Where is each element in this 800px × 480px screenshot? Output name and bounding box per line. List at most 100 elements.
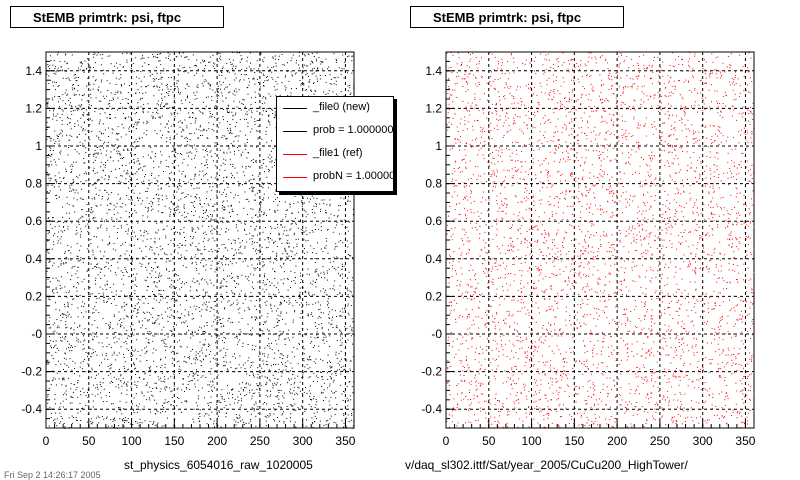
scatter-point bbox=[113, 418, 115, 420]
scatter-point bbox=[58, 378, 60, 380]
scatter-point bbox=[235, 286, 236, 288]
scatter-point bbox=[134, 293, 136, 295]
scatter-point bbox=[139, 99, 141, 101]
scatter-point bbox=[113, 243, 115, 244]
scatter-point bbox=[242, 103, 244, 105]
scatter-point bbox=[119, 368, 120, 370]
scatter-point bbox=[251, 286, 253, 288]
scatter-point bbox=[232, 394, 233, 395]
scatter-point bbox=[219, 319, 221, 321]
scatter-point bbox=[184, 236, 185, 238]
scatter-point bbox=[167, 88, 169, 90]
scatter-point bbox=[259, 54, 261, 56]
scatter-point bbox=[257, 374, 259, 376]
scatter-point bbox=[276, 83, 278, 85]
scatter-point bbox=[189, 358, 191, 360]
scatter-point bbox=[263, 197, 265, 199]
scatter-point bbox=[335, 61, 337, 63]
scatter-point bbox=[266, 382, 268, 384]
scatter-point bbox=[71, 87, 73, 89]
scatter-point bbox=[182, 265, 184, 267]
scatter-point bbox=[218, 91, 220, 93]
scatter-point bbox=[219, 57, 221, 59]
scatter-point bbox=[292, 321, 294, 323]
scatter-point bbox=[248, 308, 250, 310]
scatter-point bbox=[93, 183, 94, 185]
scatter-point bbox=[294, 272, 296, 274]
scatter-point bbox=[175, 300, 177, 302]
scatter-point bbox=[99, 149, 101, 151]
scatter-point bbox=[166, 268, 168, 270]
scatter-point bbox=[236, 336, 238, 337]
scatter-point bbox=[273, 201, 275, 203]
scatter-point bbox=[176, 361, 178, 363]
scatter-point bbox=[55, 288, 57, 290]
scatter-point bbox=[120, 175, 122, 177]
scatter-point bbox=[125, 268, 127, 270]
scatter-point bbox=[209, 85, 211, 87]
scatter-point bbox=[117, 237, 118, 239]
scatter-point bbox=[196, 194, 198, 196]
scatter-point bbox=[157, 422, 159, 424]
scatter-point bbox=[108, 117, 110, 119]
scatter-point bbox=[149, 411, 151, 413]
scatter-point bbox=[245, 113, 247, 115]
scatter-point bbox=[154, 242, 156, 244]
scatter-point bbox=[50, 327, 52, 329]
scatter-point bbox=[242, 346, 244, 347]
scatter-point bbox=[275, 95, 277, 97]
scatter-point bbox=[108, 326, 110, 328]
scatter-plot-left[interactable]: 0 50 100 150 200 250 300 350-0.4-0.2-00.20.40.6… bbox=[0, 0, 400, 455]
scatter-point bbox=[340, 335, 342, 337]
scatter-point bbox=[319, 420, 321, 422]
scatter-point bbox=[126, 195, 128, 196]
scatter-point bbox=[291, 74, 293, 76]
scatter-point bbox=[82, 216, 84, 218]
scatter-point bbox=[64, 426, 66, 428]
scatter-point bbox=[119, 198, 121, 200]
scatter-point bbox=[305, 334, 307, 336]
scatter-point bbox=[189, 243, 191, 245]
scatter-point bbox=[202, 149, 204, 151]
scatter-point bbox=[91, 130, 93, 132]
scatter-point bbox=[250, 116, 252, 118]
scatter-point bbox=[120, 374, 122, 376]
scatter-point bbox=[282, 369, 284, 371]
scatter-point bbox=[305, 240, 307, 242]
scatter-point bbox=[160, 187, 162, 189]
scatter-point bbox=[133, 310, 135, 312]
scatter-point bbox=[290, 95, 292, 97]
scatter-point bbox=[240, 222, 242, 224]
scatter-point bbox=[349, 192, 351, 194]
scatter-point bbox=[121, 227, 122, 229]
scatter-point bbox=[172, 123, 174, 125]
scatter-point bbox=[218, 401, 220, 403]
scatter-point bbox=[320, 392, 322, 394]
scatter-point bbox=[176, 145, 178, 147]
scatter-point bbox=[196, 263, 198, 265]
scatter-point bbox=[173, 194, 175, 196]
scatter-point bbox=[165, 85, 167, 86]
scatter-point bbox=[210, 150, 212, 152]
scatter-point bbox=[90, 67, 92, 69]
scatter-point bbox=[204, 397, 206, 399]
scatter-point bbox=[286, 356, 288, 358]
scatter-point bbox=[310, 314, 312, 315]
scatter-point bbox=[225, 259, 227, 261]
scatter-point bbox=[128, 181, 130, 183]
scatter-point bbox=[120, 102, 122, 104]
scatter-point bbox=[195, 261, 197, 263]
scatter-point bbox=[68, 347, 70, 349]
scatter-point bbox=[75, 273, 77, 275]
scatter-point bbox=[227, 301, 229, 303]
scatter-point bbox=[72, 346, 73, 348]
scatter-point bbox=[148, 262, 150, 264]
scatter-point bbox=[106, 95, 108, 97]
scatter-point bbox=[135, 367, 137, 369]
scatter-point bbox=[286, 278, 288, 280]
scatter-point bbox=[109, 209, 111, 211]
scatter-point bbox=[61, 130, 63, 132]
scatter-point bbox=[164, 363, 166, 365]
scatter-point bbox=[108, 194, 110, 196]
scatter-point bbox=[207, 96, 209, 98]
